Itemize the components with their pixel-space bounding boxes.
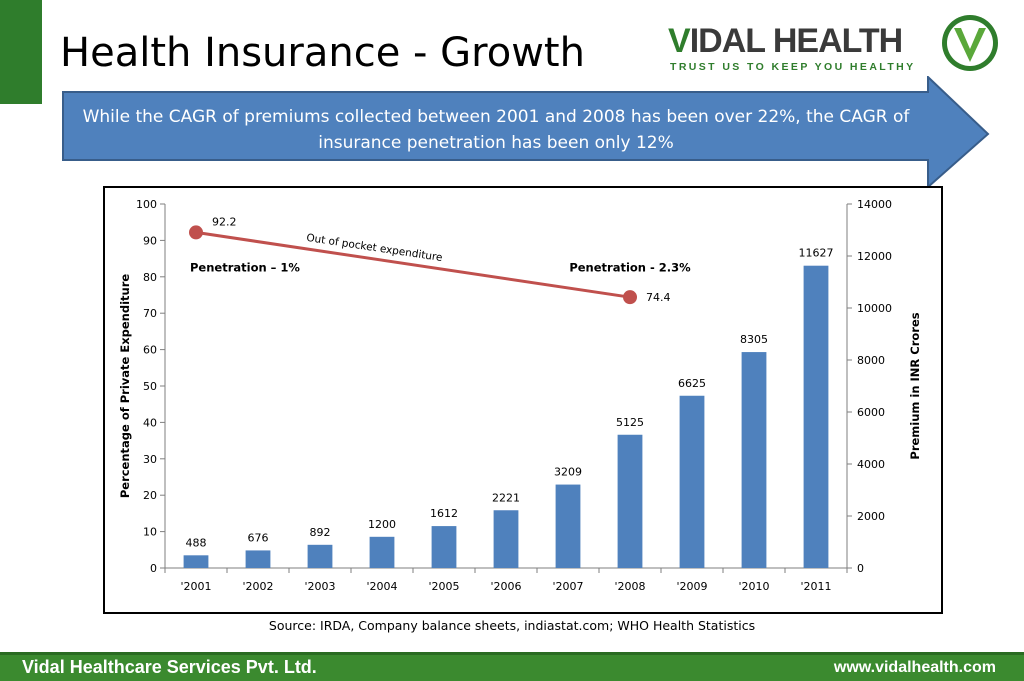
right-axis-title: Premium in INR Crores [908, 312, 922, 459]
bar-value-label: 5125 [616, 416, 644, 429]
penetration-annotation: Penetration - 2.3% [569, 260, 691, 274]
bar-value-label: 6625 [678, 377, 706, 390]
left-tick-label: 80 [143, 271, 157, 284]
right-tick-label: 2000 [857, 510, 885, 523]
x-tick-label: '2001 [180, 580, 211, 593]
right-tick-label: 14000 [857, 198, 892, 211]
right-tick-label: 6000 [857, 406, 885, 419]
source-note: Source: IRDA, Company balance sheets, in… [268, 618, 756, 633]
bar-value-label: 3209 [554, 466, 582, 479]
bar [803, 265, 829, 568]
vidal-health-logo: VIDAL HEALTH TRUST US TO KEEP YOU HEALTH… [668, 10, 1004, 76]
left-tick-label: 20 [143, 489, 157, 502]
left-tick-label: 30 [143, 453, 157, 466]
bar [245, 550, 271, 568]
v-emblem-icon [942, 15, 998, 71]
company-name: Vidal Healthcare Services Pvt. Ltd. [22, 657, 317, 677]
bar [307, 544, 333, 568]
left-tick-label: 70 [143, 307, 157, 320]
penetration-annotation: Penetration – 1% [190, 260, 300, 274]
website-link: www.vidalhealth.com [833, 659, 996, 676]
bar-value-label: 11627 [799, 247, 834, 260]
premium-penetration-chart: 0 10 20 30 40 50 60 70 80 90 100 0 2000 4000 6000 8000 1… [118, 198, 922, 593]
bar [679, 395, 705, 568]
right-tick-label: 0 [857, 562, 864, 575]
bar [369, 536, 395, 568]
x-tick-label: '2003 [304, 580, 335, 593]
line-point [189, 225, 203, 240]
left-tick-label: 60 [143, 344, 157, 357]
line-point-label: 74.4 [646, 291, 671, 304]
bar [431, 526, 457, 568]
callout-arrow: While the CAGR of premiums collected bet… [62, 76, 992, 188]
x-tick-label: '2005 [428, 580, 459, 593]
left-tick-label: 0 [150, 562, 157, 575]
x-tick-label: '2008 [614, 580, 645, 593]
bar [183, 555, 209, 568]
bar-value-label: 676 [248, 531, 269, 544]
right-tick-label: 12000 [857, 250, 892, 263]
x-tick-label: '2009 [676, 580, 707, 593]
left-tick-label: 40 [143, 416, 157, 429]
chart-frame: 0 10 20 30 40 50 60 70 80 90 100 0 2000 4000 6000 8000 1… [103, 186, 943, 614]
footer-bar: Vidal Healthcare Services Pvt. Ltd. www.… [0, 652, 1024, 681]
right-tick-label: 4000 [857, 458, 885, 471]
bar-value-label: 892 [310, 526, 331, 539]
page-title: Health Insurance - Growth [60, 30, 585, 76]
line-point-label: 92.2 [212, 215, 237, 228]
bar-value-label: 8305 [740, 333, 768, 346]
left-tick-label: 90 [143, 234, 157, 247]
x-tick-label: '2007 [552, 580, 583, 593]
left-axis-title: Percentage of Private Expenditure [118, 274, 132, 499]
right-tick-label: 8000 [857, 354, 885, 367]
bar [617, 434, 643, 568]
line-series-path [195, 230, 631, 299]
line-point [623, 290, 637, 305]
logo-tagline: TRUST US TO KEEP YOU HEALTHY [670, 61, 916, 73]
bar-value-label: 1200 [368, 518, 396, 531]
bar-value-label: 488 [186, 536, 207, 549]
header-accent-bar [0, 0, 42, 104]
x-tick-label: '2006 [490, 580, 521, 593]
x-tick-label: '2004 [366, 580, 397, 593]
bar [555, 484, 581, 568]
bar [741, 352, 767, 568]
x-tick-label: '2011 [800, 580, 831, 593]
bar-value-label: 2221 [492, 491, 520, 504]
callout-text: While the CAGR of premiums collected bet… [82, 107, 910, 153]
bar-value-label: 1612 [430, 507, 458, 520]
logo-wordmark: VIDAL HEALTH [668, 22, 903, 60]
x-tick-label: '2002 [242, 580, 273, 593]
left-tick-label: 10 [143, 526, 157, 539]
x-tick-label: '2010 [738, 580, 769, 593]
right-tick-label: 10000 [857, 302, 892, 315]
left-tick-label: 100 [136, 198, 157, 211]
left-tick-label: 50 [143, 380, 157, 393]
bar [493, 510, 519, 568]
